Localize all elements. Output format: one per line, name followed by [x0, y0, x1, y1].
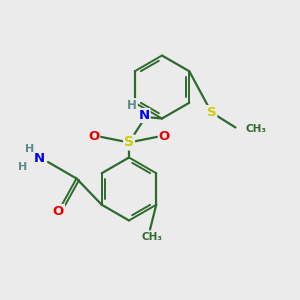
- Text: N: N: [34, 152, 45, 165]
- Text: O: O: [53, 205, 64, 218]
- Text: CH₃: CH₃: [141, 232, 162, 242]
- Text: O: O: [88, 130, 99, 143]
- Text: H: H: [127, 99, 137, 112]
- Text: S: S: [207, 106, 216, 119]
- Text: O: O: [159, 130, 170, 143]
- Text: N: N: [138, 109, 150, 122]
- Text: S: S: [124, 136, 134, 149]
- Text: H: H: [18, 161, 27, 172]
- Text: CH₃: CH₃: [246, 124, 267, 134]
- Text: H: H: [25, 144, 34, 154]
